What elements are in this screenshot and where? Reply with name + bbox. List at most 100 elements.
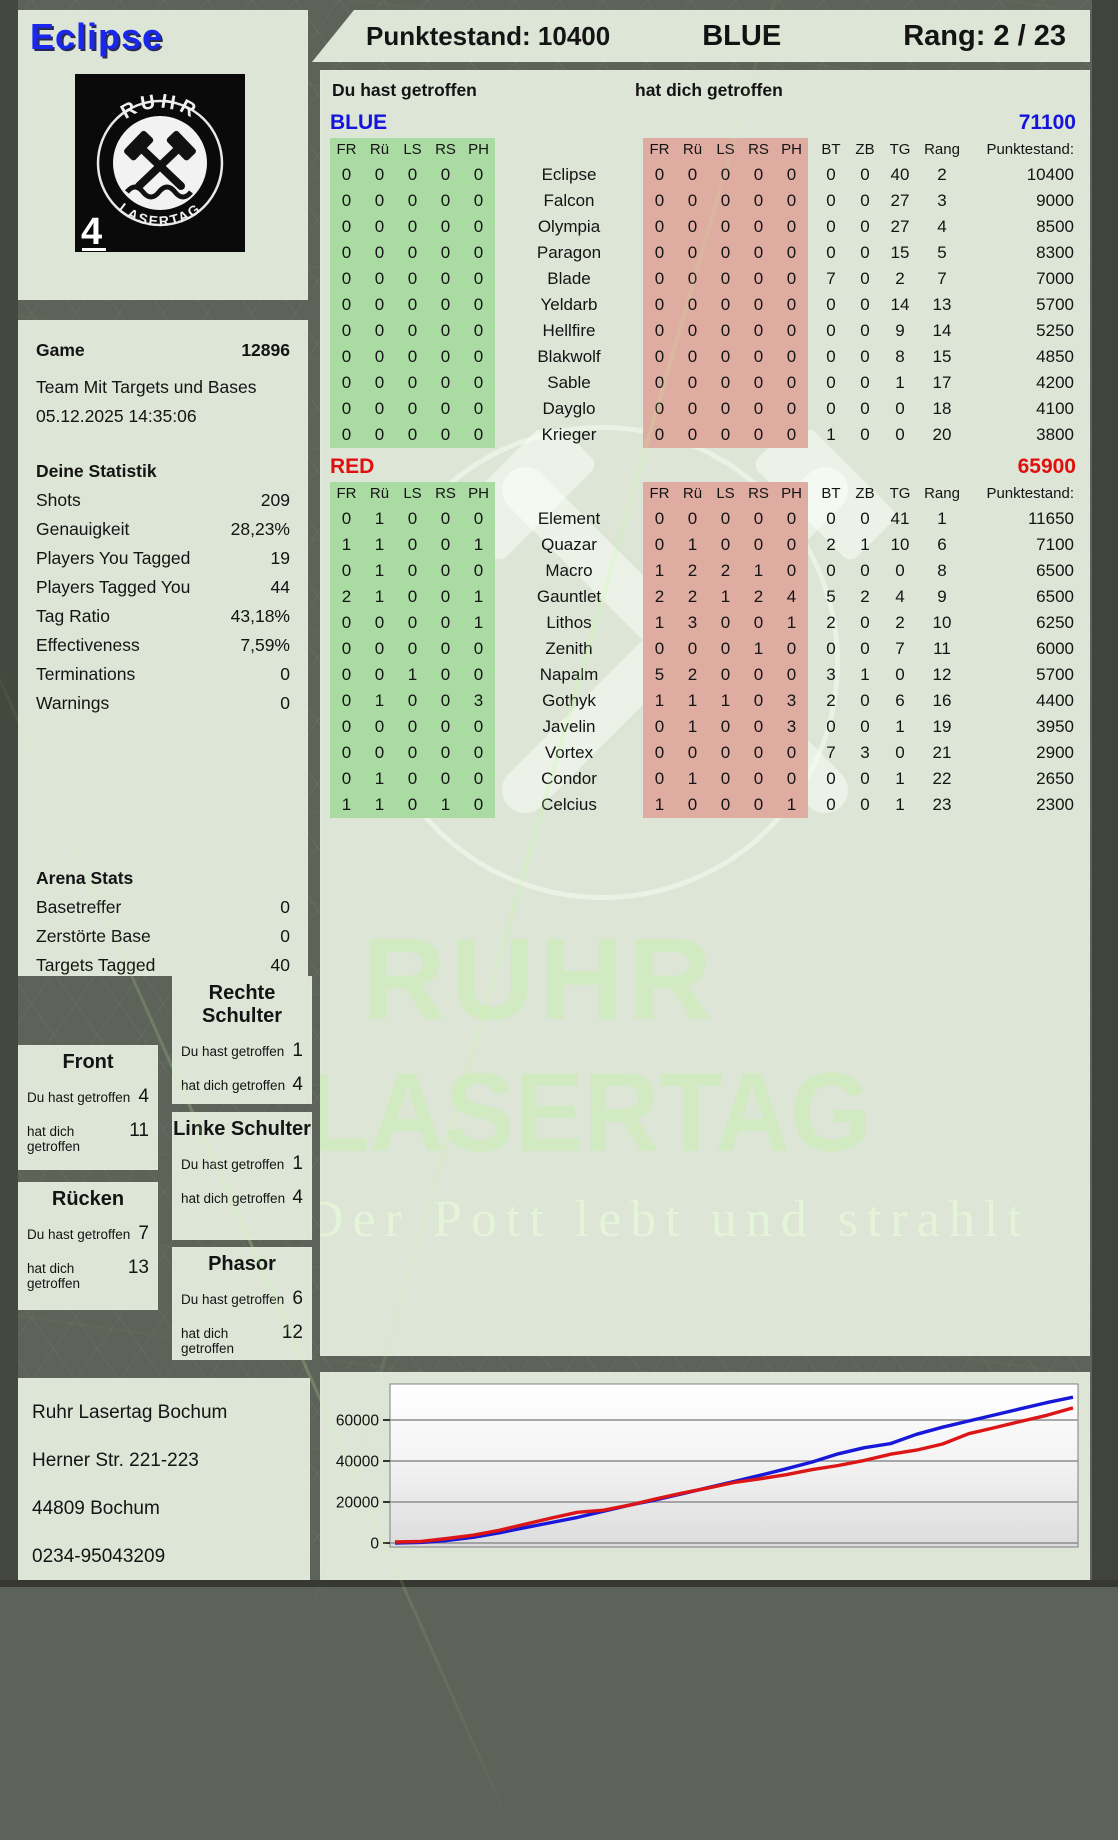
punktestand-header: Punktestand: 10400 (366, 20, 611, 51)
player-name-cell: Lithos (546, 613, 592, 632)
hit-cell: 1 (363, 584, 396, 610)
player-name: Eclipse (30, 16, 164, 57)
address-panel: Ruhr Lasertag Bochum Herner Str. 221-223 4… (18, 1378, 310, 1580)
tg-cell: 27 (890, 217, 910, 236)
taken-cell: 0 (742, 688, 775, 714)
frame-right (1092, 0, 1118, 1587)
taken-cell: 0 (742, 532, 775, 558)
tg-cell: 41 (890, 509, 910, 528)
stat-label: Targets Tagged (36, 955, 156, 975)
col-header: Rü (363, 138, 396, 162)
team-total-line: RED 65900 (330, 452, 1080, 482)
arena-rows: Basetreffer 0 Zerstörte Base 0 Targets Tagge… (36, 893, 290, 980)
table-row: 0 0 0 0 0 Hellfire 0 0 0 0 0 0 0 9 14 5250 (330, 318, 1080, 344)
taken-cell: 0 (775, 558, 808, 584)
you-hit-value: 1 (292, 1040, 303, 1061)
col-header: Rang (924, 141, 960, 158)
stat-row: Players You Tagged 19 (36, 544, 290, 573)
taken-cell: 0 (676, 370, 709, 396)
hit-cell: 0 (429, 240, 462, 266)
rang-cell: 8 (937, 561, 947, 580)
taken-cell: 0 (775, 766, 808, 792)
tg-cell: 27 (890, 191, 910, 210)
bt-cell: 2 (826, 691, 836, 710)
you-hit-header: Du hast getroffen (332, 80, 477, 100)
them-hit-header: hat dich getroffen (635, 80, 783, 100)
player-name-cell: Quazar (541, 535, 597, 554)
col-header: Punktestand: (986, 485, 1074, 502)
them-hit-label: hat dich getroffen (181, 1326, 235, 1356)
stat-value: 40 (270, 955, 290, 975)
stat-value: 0 (280, 897, 290, 917)
hit-cell: 1 (330, 532, 363, 558)
hit-cell: 0 (396, 266, 429, 292)
rang-header: Rang: 2 / 23 (903, 19, 1066, 52)
points-cell: 2900 (1036, 743, 1074, 762)
taken-cell: 0 (742, 162, 775, 188)
taken-cell: 0 (709, 636, 742, 662)
zb-cell: 0 (860, 217, 870, 236)
hit-cell: 0 (429, 292, 462, 318)
score-chart-panel: 0 20000 40000 60000 (320, 1372, 1090, 1580)
hit-cell: 0 (396, 318, 429, 344)
bt-cell: 1 (826, 425, 836, 444)
header-bar: Punktestand: 10400 BLUE Rang: 2 / 23 (312, 10, 1090, 62)
col-header: RS (742, 482, 775, 506)
score-tables: BLUE 71100 FR Rü LS RS PH FR Rü LS RS PH BT ZB TG Rang P… (330, 108, 1080, 818)
hit-cell: 0 (462, 344, 495, 370)
hit-cell: 0 (429, 188, 462, 214)
taken-cell: 0 (742, 506, 775, 532)
zb-cell: 0 (860, 509, 870, 528)
points-cell: 5700 (1036, 295, 1074, 314)
tg-cell: 4 (895, 587, 905, 606)
hit-cell: 0 (363, 610, 396, 636)
bt-cell: 0 (826, 399, 836, 418)
points-cell: 8500 (1036, 217, 1074, 236)
hit-cell: 0 (429, 318, 462, 344)
stats-title: Deine Statistik (36, 461, 157, 481)
stat-value: 19 (270, 548, 290, 568)
rang-cell: 17 (932, 373, 952, 392)
rang-cell: 3 (937, 191, 947, 210)
hit-cell: 0 (462, 188, 495, 214)
table-row: 0 0 0 0 0 Krieger 0 0 0 0 0 1 0 0 20 3800 (330, 422, 1080, 448)
player-name-cell: Zenith (545, 639, 593, 658)
tg-cell: 0 (895, 561, 905, 580)
hitzone-them-row: hat dich getroffen 4 (172, 1074, 312, 1096)
stat-row: Players Tagged You 44 (36, 573, 290, 602)
hit-cell: 0 (429, 532, 462, 558)
hitzone-box-ruecken: Rücken Du hast getroffen 7 hat dich getroff… (18, 1182, 158, 1310)
player-name-cell: Falcon (543, 191, 595, 210)
hit-cell: 0 (363, 266, 396, 292)
hitzone-box-linke: Linke Schulter Du hast getroffen 1 hat dich… (172, 1112, 312, 1240)
table-row: 0 0 0 0 0 Paragon 0 0 0 0 0 0 0 15 5 8300 (330, 240, 1080, 266)
taken-cell: 0 (709, 662, 742, 688)
col-header: RS (429, 482, 462, 506)
hit-cell: 0 (462, 370, 495, 396)
hit-cell: 0 (330, 292, 363, 318)
stat-value: 0 (280, 693, 290, 713)
hit-cell: 0 (429, 740, 462, 766)
points-cell: 3800 (1036, 425, 1074, 444)
hit-cell: 0 (363, 214, 396, 240)
hit-cell: 0 (363, 344, 396, 370)
y-tick-label: 40000 (336, 1454, 379, 1471)
taken-cell: 0 (742, 370, 775, 396)
tg-cell: 6 (895, 691, 905, 710)
hit-cell: 0 (396, 370, 429, 396)
bt-cell: 3 (826, 665, 836, 684)
hitzone-you-row: Du hast getroffen 7 (18, 1223, 158, 1245)
taken-cell: 1 (676, 532, 709, 558)
hit-cell: 0 (396, 506, 429, 532)
stat-label: Zerstörte Base (36, 926, 151, 946)
them-hit-label: hat dich getroffen (27, 1261, 81, 1291)
col-header: FR (330, 482, 363, 506)
hit-cell: 0 (462, 396, 495, 422)
hit-cell: 1 (363, 792, 396, 818)
y-tick-label: 60000 (336, 1413, 379, 1430)
stats-rows: Shots 209 Genauigkeit 28,23% Players You Tag… (36, 486, 290, 718)
stat-label: Tag Ratio (36, 606, 110, 626)
points-cell: 5250 (1036, 321, 1074, 340)
hit-cell: 0 (330, 370, 363, 396)
hit-cell: 0 (330, 610, 363, 636)
